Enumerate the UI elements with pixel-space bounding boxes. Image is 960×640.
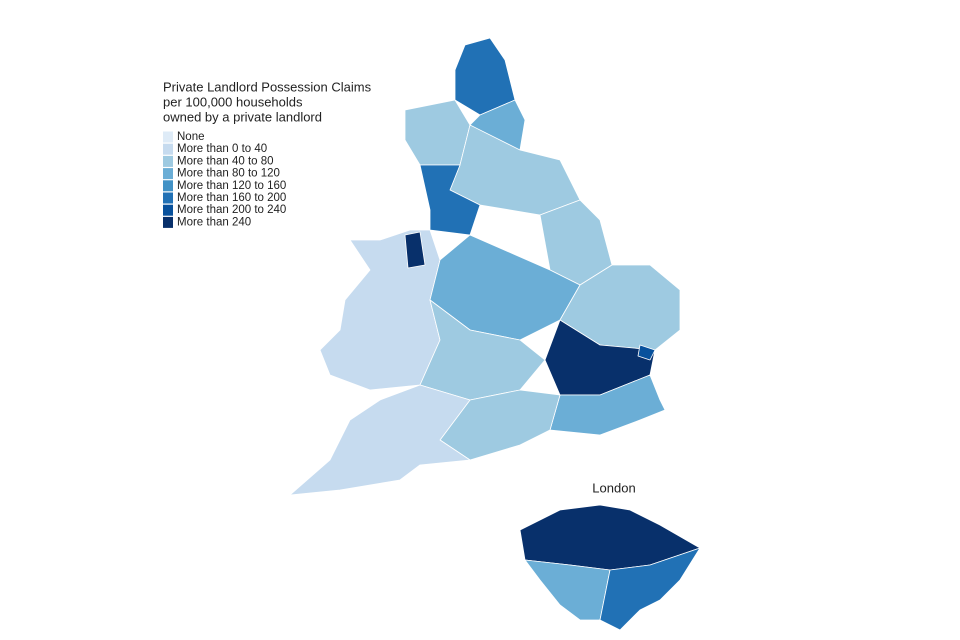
legend-label: None [177, 131, 205, 143]
region [524, 559, 611, 621]
legend-label: More than 120 to 160 [177, 180, 286, 192]
region [419, 164, 481, 236]
legend-label: More than 80 to 120 [177, 168, 280, 180]
england-wales [289, 37, 681, 496]
region [404, 99, 471, 166]
legend-label: More than 200 to 240 [177, 204, 286, 216]
legend-swatch [163, 131, 173, 143]
legend-swatch [163, 180, 173, 192]
legend-label: More than 40 to 80 [177, 155, 274, 167]
region [404, 231, 426, 269]
region [549, 374, 666, 436]
inset-title: London [592, 480, 635, 495]
legend-label: More than 0 to 40 [177, 143, 267, 155]
legend-swatch [163, 168, 173, 180]
legend-swatch [163, 216, 173, 228]
legend-title: owned by a private landlord [163, 109, 322, 124]
legend-title: per 100,000 households [163, 94, 303, 109]
legend-label: More than 240 [177, 216, 251, 228]
region [289, 384, 471, 496]
london-inset [519, 504, 701, 631]
legend-swatch [163, 204, 173, 216]
legend-swatch [163, 155, 173, 167]
region [637, 344, 656, 361]
legend-swatch [163, 192, 173, 204]
legend-title: Private Landlord Possession Claims [163, 79, 372, 94]
legend-swatch [163, 143, 173, 155]
legend-label: More than 160 to 200 [177, 192, 286, 204]
region [599, 547, 701, 631]
